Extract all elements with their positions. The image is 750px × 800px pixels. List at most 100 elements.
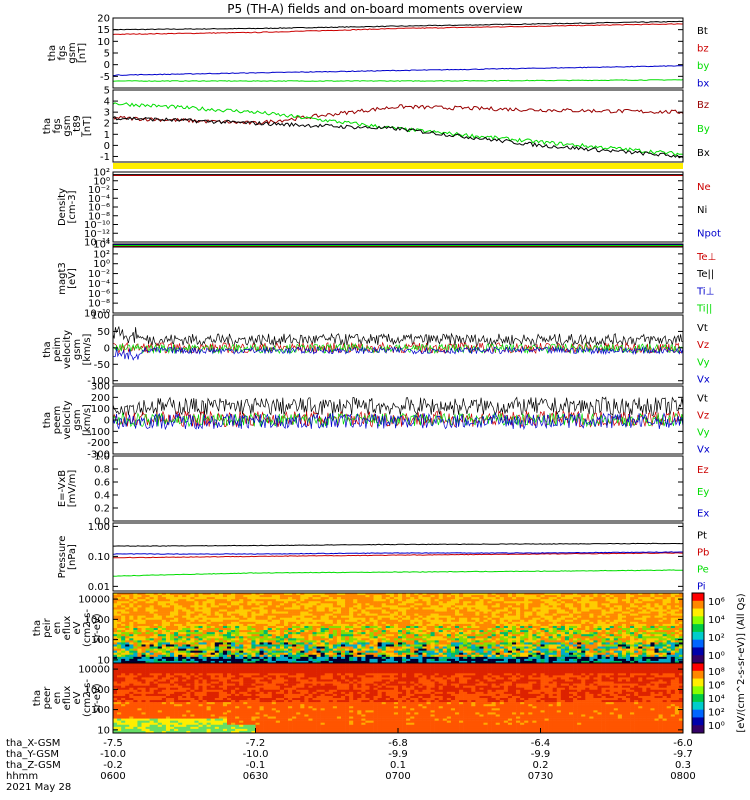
series-line-Bx [112,116,684,159]
y-tick-label: 10⁻⁴ [88,279,110,290]
colorbar-segment [692,694,704,703]
panel-10: 10000 1000 100 10 tha peer en eflux eV (cm2-s-sr-… [32,662,684,736]
y-tick-label: 1.0 [94,452,110,463]
colorbar-segment [692,624,704,633]
footer-ephemeris: tha_X-GSM -7.5 -7.2 -6.8 -6.4 -6.0 tha_Y-GSM -1… [6,738,696,793]
y-axis-label: [km/s] [82,404,93,436]
y-axis-label: E=-VxB [57,470,68,507]
y-axis-label: [cm-3] [67,190,78,223]
y-tick-label: 10⁻¹⁰ [84,220,110,231]
colorbar-segment [692,631,704,641]
y-tick-label: 50 [97,327,110,338]
y-axis-label: _t89 [72,115,83,138]
legend-Pe: Pe [697,565,709,576]
y-axis-label: en [52,622,63,635]
legend-Vt: Vt [697,394,708,405]
y-tick-label: 0 [104,60,110,71]
y-axis-label: [nT] [82,116,93,136]
y-axis-label: (cm2-s- [82,679,93,717]
legend-bx: bx [697,78,709,89]
series-line-bx [113,65,683,76]
y-tick-label: -1 [100,152,110,163]
y-tick-label: 1 [104,130,110,141]
legend-Bt: Bt [697,26,708,37]
y-tick-label: 0.0 [94,517,110,528]
y-tick-label: 10² [93,249,110,260]
footer-row-label: hhmm [6,771,38,782]
y-tick-label: 10⁻² [88,269,110,280]
legend-Ez: Ez [697,465,709,476]
colorbar-label: [eV/(cm^2-s-sr-eV)] (All Qs) [736,593,747,732]
y-axis-label: eflux [62,616,73,641]
y-tick-label: 0 [104,343,110,354]
y-tick-label: 100 [91,705,110,716]
y-tick-label: 0.10 [88,552,110,563]
y-axis-label: tha [42,118,53,134]
colorbar: 10⁶ 10⁴ 10² 10⁰ 10⁸ 10⁶ 10⁴ 10² 10⁰ [eV/(cm^2-s-s… [691,592,747,734]
footer-value: -7.5 [103,738,123,749]
legend-by: by [697,61,709,72]
footer-value: 0.2 [533,760,549,771]
panel-5: Vt Vz Vy Vx 100 50 0 -50 -100 tha peim velocity gsm[… [42,311,710,388]
y-tick-label: 15 [97,25,110,36]
colorbar-segment [692,655,704,664]
y-tick-label: 200 [91,393,110,404]
y-tick-label: -200 [87,438,110,449]
colorbar-tick-label: 10⁶ [708,597,725,608]
date-label: 2021 May 28 [6,782,71,793]
y-tick-label: 10⁻⁶ [88,203,110,214]
panel-frame [112,243,684,314]
colorbar-segment [692,639,704,648]
colorbar-segment [692,686,704,695]
series-line-Vz [112,409,684,428]
spectrogram-cells [113,663,684,734]
series-line-Vy [112,342,684,355]
legend-Bz: Bz [697,100,709,111]
yellow-flag-bar [113,163,683,169]
footer-value: 0600 [100,771,125,782]
y-axis-label: fgs [52,118,63,133]
y-axis-label: peem [52,406,63,434]
colorbar-segment [692,593,704,602]
y-axis-label: tha [42,341,53,357]
y-tick-label: 10⁻⁸ [88,299,110,310]
footer-value: 0630 [243,771,268,782]
footer-value: -10.0 [100,749,126,760]
series-line-Bz [112,104,684,125]
footer-value: -9.9 [531,749,551,760]
series-line-Vx [112,345,684,361]
footer-value: -7.2 [246,738,266,749]
y-tick-label: 10000 [78,595,110,606]
colorbar-tick-label: 10² [708,708,725,719]
footer-value: -0.1 [246,760,266,771]
y-axis-label: gsm [62,115,73,136]
series-line-By [112,102,684,157]
y-axis-label: peir [42,617,53,637]
y-tick-label: 10⁻⁴ [88,194,110,205]
y-axis-label: tha [47,45,58,61]
legend-Te||: Te|| [696,269,714,280]
y-tick-label: 10 [97,655,110,666]
legend-Pi: Pi [697,582,706,593]
footer-value: 0.3 [675,760,691,771]
y-tick-label: 300 [91,382,110,393]
footer-row-label: tha_Z-GSM [6,760,61,771]
y-axis-label: [mV/m] [67,470,78,508]
footer-value: 0800 [670,771,695,782]
panel-frame [112,522,684,592]
y-tick-label: -100 [87,427,110,438]
legend-bz: bz [697,43,709,54]
y-tick-label: 10² [93,168,110,179]
footer-value: 0730 [528,771,553,782]
y-tick-label: 10⁰ [93,259,110,270]
spectrogram-cells [113,593,684,664]
legend-Vx: Vx [697,375,710,386]
y-axis-label: peim [52,337,63,362]
legend-Vz: Vz [697,411,709,422]
y-tick-label: 2 [104,119,110,130]
panel-frame [112,314,684,385]
y-axis-label: tha [32,620,43,636]
y-axis-label: [nT] [77,43,88,63]
y-axis-label: gsm [67,42,78,63]
